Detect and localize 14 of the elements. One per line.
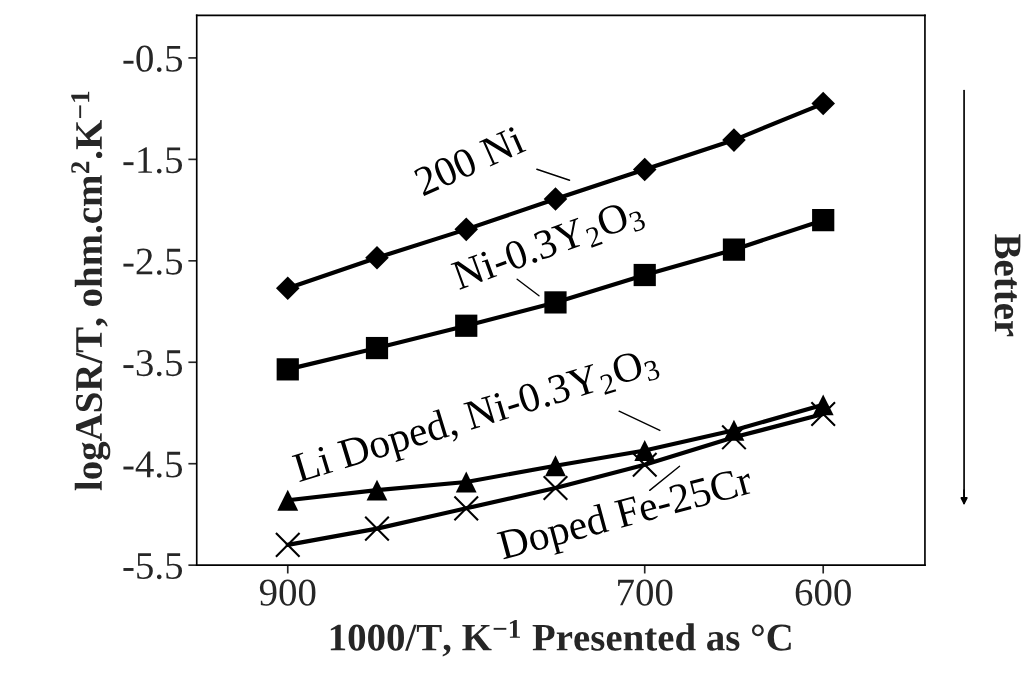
y-tick-label: -1.5 <box>123 147 183 174</box>
y-tick-label: -0.5 <box>123 45 183 72</box>
y-tick-label: -5.5 <box>123 553 183 580</box>
y-tick-label: -3.5 <box>123 350 183 377</box>
x-tick-label: 700 <box>618 579 673 606</box>
text: Better <box>994 234 1021 337</box>
legend-label: Ni-0.3Y$_{2}$O$_{3}$ <box>450 196 647 296</box>
x-tick-label: 600 <box>795 579 851 606</box>
y-tick-label: -2.5 <box>123 248 183 275</box>
y-axis-title: logASR/T, ohm.cm$^{2}$.K$^{−1}$ <box>71 91 111 491</box>
x-axis-title: 1000/T, K$^{−1}$ Presented as °C <box>330 619 791 657</box>
text: 200 Ni <box>412 125 527 197</box>
y-tick-label: -4.5 <box>123 451 183 478</box>
x-tick-label: 900 <box>259 579 316 606</box>
